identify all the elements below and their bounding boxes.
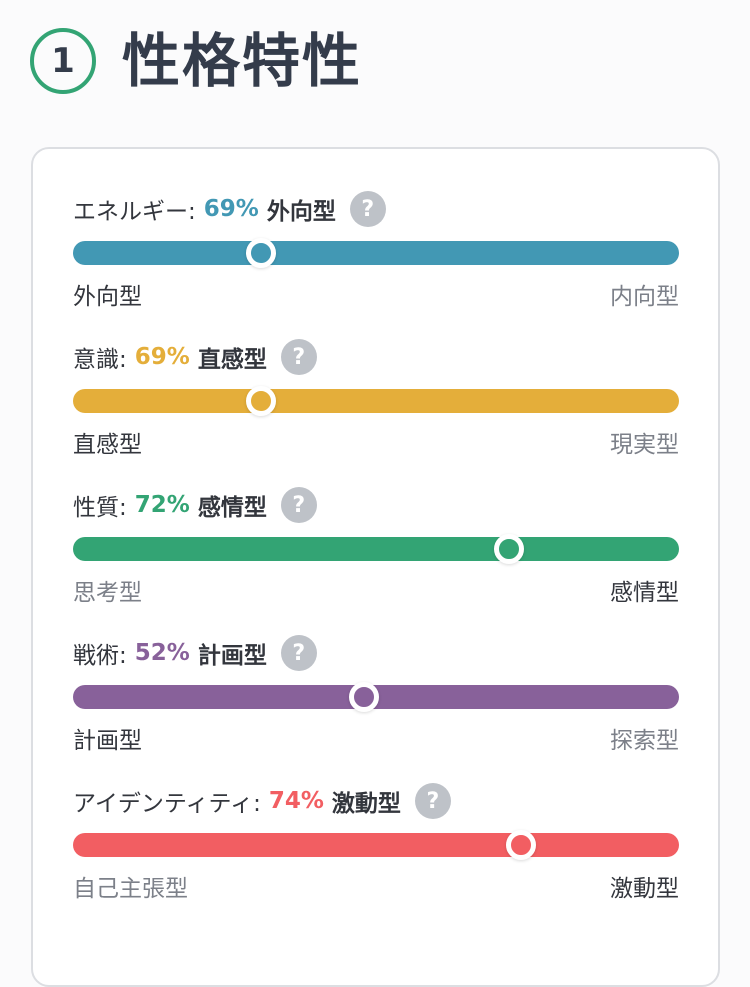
step-number-badge: 1 bbox=[30, 28, 96, 94]
trait-slider-knob[interactable] bbox=[494, 534, 525, 564]
trait-percent: 74% bbox=[268, 788, 324, 814]
trait-label: 戦術: bbox=[73, 643, 127, 669]
question-icon[interactable]: ? bbox=[280, 487, 317, 523]
trait-identity: アイデンティティ: 74% 激動型 ? 自己主張型 激動型 bbox=[73, 781, 679, 903]
trait-percent: 69% bbox=[134, 344, 190, 370]
trait-heading: 戦術: 52% 計画型 ? bbox=[73, 633, 679, 673]
trait-percent: 52% bbox=[134, 640, 190, 666]
trait-scale-labels: 計画型 探索型 bbox=[73, 721, 679, 755]
section-header: 1 性格特性 bbox=[30, 28, 362, 94]
trait-label: アイデンティティ: bbox=[73, 791, 261, 817]
trait-right-label: 探索型 bbox=[610, 728, 679, 754]
trait-heading: 性質: 72% 感情型 ? bbox=[73, 485, 679, 525]
trait-label: 意識: bbox=[73, 347, 127, 373]
trait-left-label: 計画型 bbox=[73, 728, 142, 754]
trait-percent: 69% bbox=[203, 196, 259, 222]
trait-slider-knob[interactable] bbox=[506, 830, 537, 860]
trait-tactics: 戦術: 52% 計画型 ? 計画型 探索型 bbox=[73, 633, 679, 755]
trait-type: 外向型 bbox=[266, 199, 336, 225]
question-icon[interactable]: ? bbox=[414, 783, 451, 819]
trait-left-label: 自己主張型 bbox=[73, 876, 188, 902]
trait-right-label: 感情型 bbox=[610, 580, 679, 606]
trait-slider-knob[interactable] bbox=[245, 386, 276, 416]
trait-percent: 72% bbox=[134, 492, 190, 518]
trait-mind: 意識: 69% 直感型 ? 直感型 現実型 bbox=[73, 337, 679, 459]
trait-heading: アイデンティティ: 74% 激動型 ? bbox=[73, 781, 679, 821]
trait-bar[interactable] bbox=[73, 830, 679, 860]
trait-left-label: 外向型 bbox=[73, 284, 142, 310]
trait-scale-labels: 思考型 感情型 bbox=[73, 573, 679, 607]
trait-bar[interactable] bbox=[73, 534, 679, 564]
trait-scale-labels: 直感型 現実型 bbox=[73, 425, 679, 459]
trait-left-label: 思考型 bbox=[73, 580, 142, 606]
trait-right-label: 現実型 bbox=[610, 432, 679, 458]
trait-bar[interactable] bbox=[73, 238, 679, 268]
trait-type: 激動型 bbox=[331, 791, 401, 817]
trait-type: 感情型 bbox=[197, 495, 267, 521]
page-title: 性格特性 bbox=[122, 27, 363, 95]
question-icon[interactable]: ? bbox=[280, 339, 317, 375]
trait-energy: エネルギー: 69% 外向型 ? 外向型 内向型 bbox=[73, 189, 679, 311]
traits-card: エネルギー: 69% 外向型 ? 外向型 内向型 意識: 69% 直感型 ? 直… bbox=[31, 147, 720, 987]
trait-bar[interactable] bbox=[73, 386, 679, 416]
question-icon[interactable]: ? bbox=[280, 635, 317, 671]
trait-type: 直感型 bbox=[197, 347, 267, 373]
trait-label: 性質: bbox=[73, 495, 127, 521]
trait-bar[interactable] bbox=[73, 682, 679, 712]
trait-heading: 意識: 69% 直感型 ? bbox=[73, 337, 679, 377]
question-icon[interactable]: ? bbox=[349, 191, 386, 227]
trait-left-label: 直感型 bbox=[73, 432, 142, 458]
trait-scale-labels: 自己主張型 激動型 bbox=[73, 869, 679, 903]
trait-scale-labels: 外向型 内向型 bbox=[73, 277, 679, 311]
trait-label: エネルギー: bbox=[73, 199, 196, 225]
trait-right-label: 内向型 bbox=[610, 284, 679, 310]
trait-right-label: 激動型 bbox=[610, 876, 679, 902]
trait-heading: エネルギー: 69% 外向型 ? bbox=[73, 189, 679, 229]
trait-slider-knob[interactable] bbox=[348, 682, 379, 712]
trait-slider-knob[interactable] bbox=[245, 238, 276, 268]
trait-type: 計画型 bbox=[197, 643, 267, 669]
trait-nature: 性質: 72% 感情型 ? 思考型 感情型 bbox=[73, 485, 679, 607]
